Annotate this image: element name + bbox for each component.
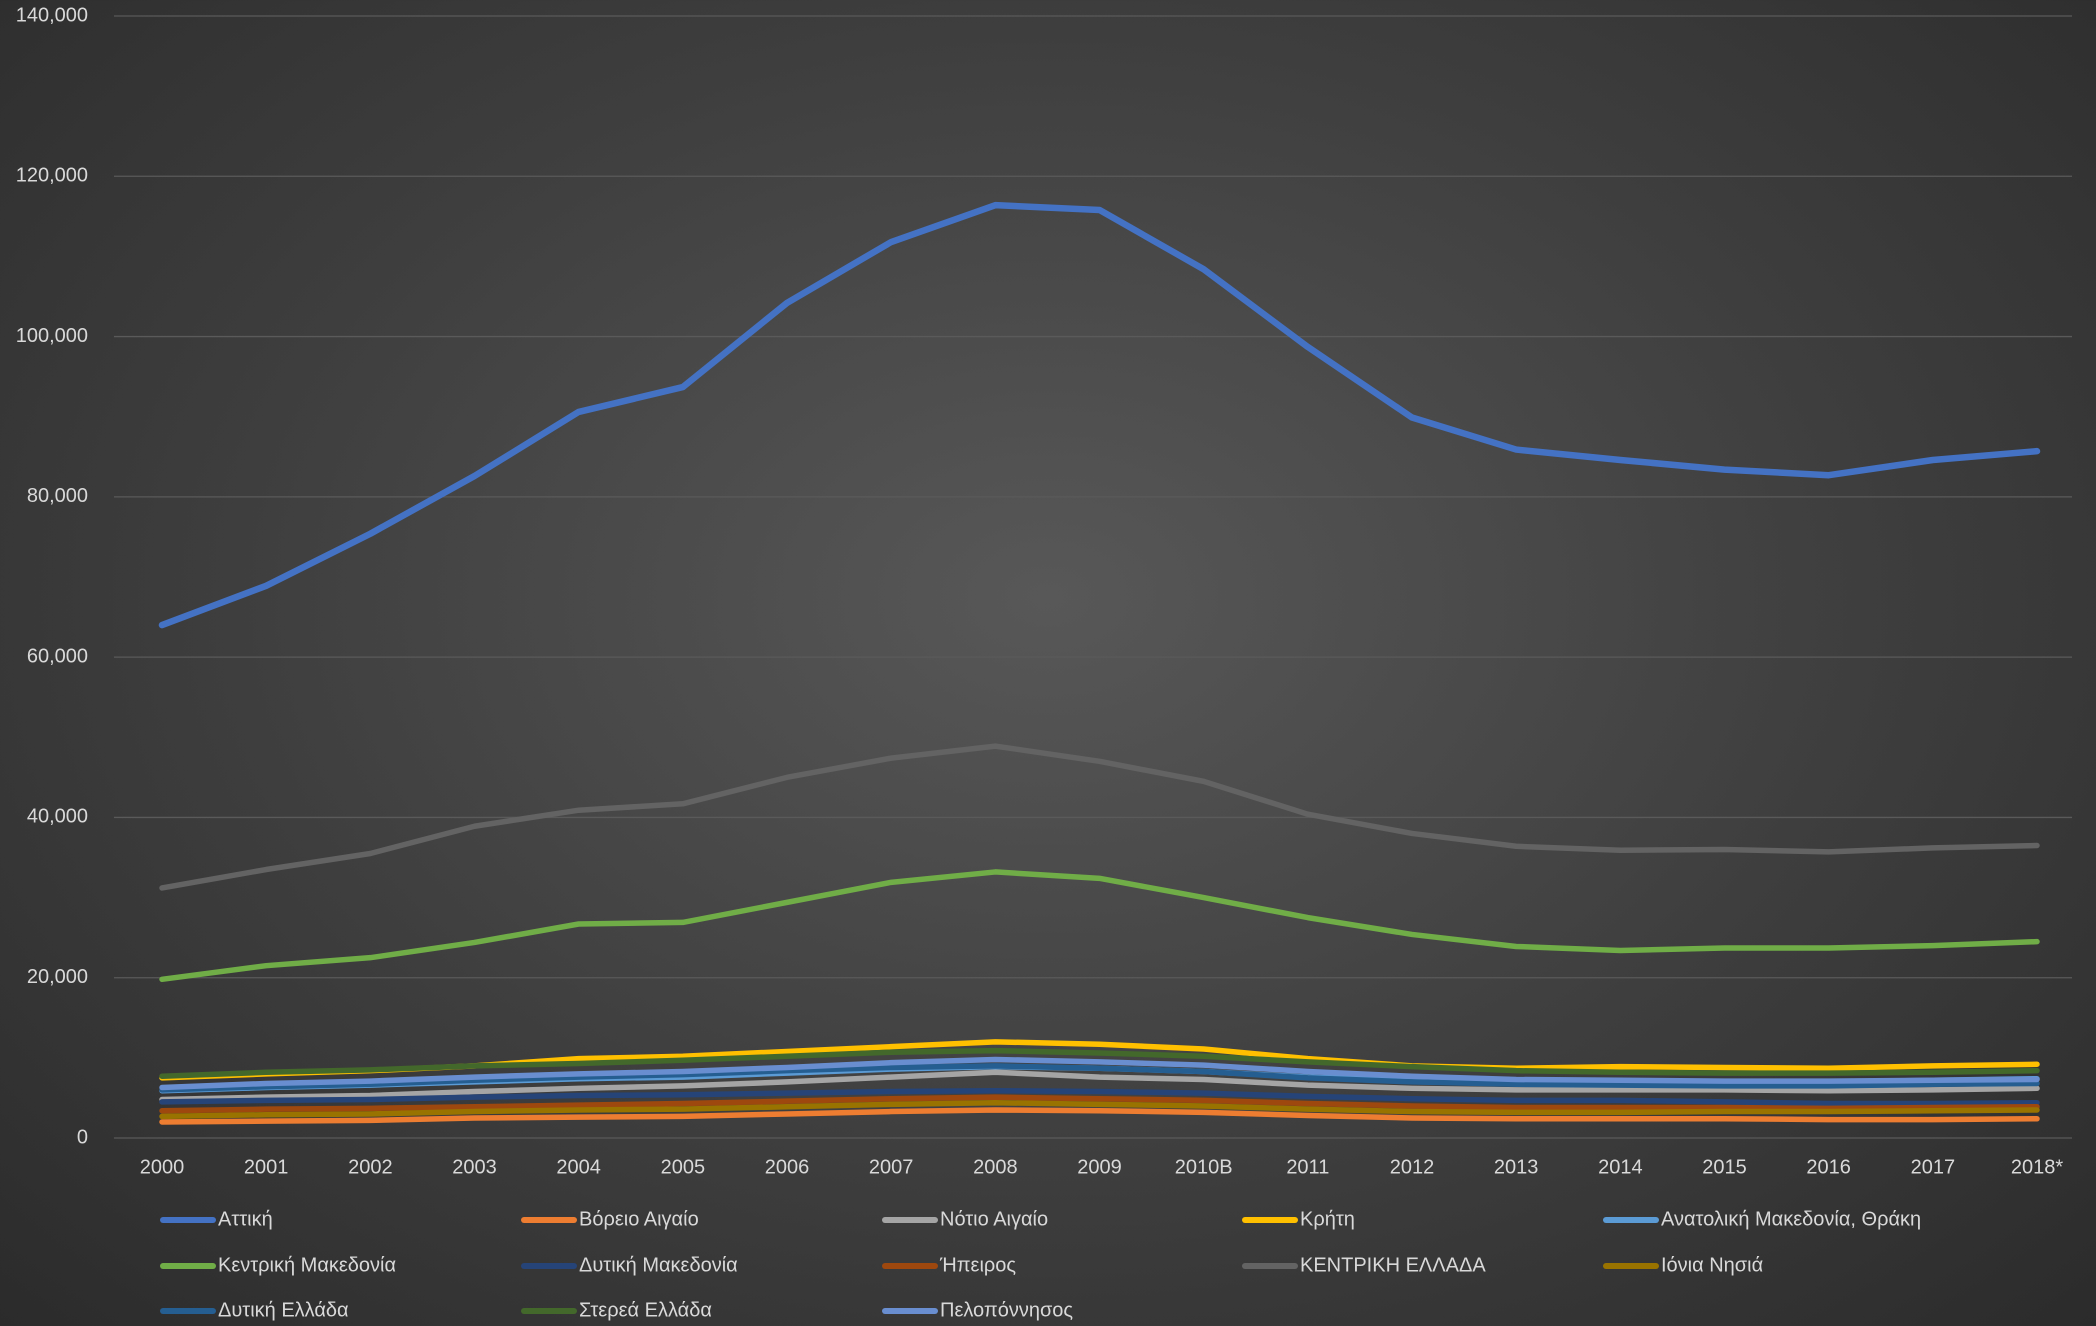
legend-label: Ιόνια Νησιά	[1661, 1254, 1763, 1276]
x-tick-label: 2008	[973, 1156, 1018, 1178]
x-tick-label: 2017	[1911, 1156, 1956, 1178]
x-tick-label: 2015	[1702, 1156, 1747, 1178]
x-tick-label: 2011	[1286, 1156, 1329, 1178]
legend-label: Κεντρική Μακεδονία	[218, 1254, 396, 1276]
series-line	[159, 1069, 2040, 1103]
x-tick-label: 2018*	[2011, 1156, 2063, 1178]
series-line	[159, 1094, 2040, 1114]
series-line	[159, 1087, 2040, 1107]
legend-label: Ήπειρος	[939, 1254, 1016, 1276]
x-tick-label: 2014	[1598, 1156, 1643, 1178]
legend-label: Πελοπόννησος	[940, 1299, 1073, 1321]
x-tick-label: 2005	[661, 1156, 706, 1178]
x-tick-label: 2013	[1494, 1156, 1539, 1178]
y-tick-label: 80,000	[27, 485, 88, 507]
y-tick-label: 60,000	[27, 645, 88, 667]
y-tick-label: 120,000	[16, 165, 88, 187]
y-tick-label: 100,000	[16, 325, 88, 347]
x-tick-label: 2003	[452, 1156, 497, 1178]
y-tick-label: 0	[77, 1126, 88, 1148]
series-line	[158, 201, 2041, 629]
series-line	[159, 1107, 2040, 1125]
x-tick-label: 2009	[1077, 1156, 1122, 1178]
x-tick-label: 2016	[1806, 1156, 1851, 1178]
series-line	[159, 1099, 2040, 1120]
series-line	[159, 1047, 2040, 1080]
x-tick-label: 2007	[869, 1156, 914, 1178]
legend-label: Στερεά Ελλάδα	[579, 1299, 712, 1321]
x-tick-label: 2012	[1390, 1156, 1435, 1178]
legend-label: ΚΕΝΤΡΙΚΗ ΕΛΛΑΔΑ	[1300, 1254, 1486, 1276]
y-tick-label: 140,000	[16, 4, 88, 26]
series-line	[159, 869, 2040, 983]
x-tick-label: 2000	[140, 1156, 185, 1178]
legend-label: Αττική	[218, 1208, 273, 1230]
x-tick-label: 2004	[556, 1156, 601, 1178]
x-tick-label: 2002	[348, 1156, 393, 1178]
series-line	[159, 743, 2040, 891]
series-line	[159, 1063, 2040, 1093]
y-tick-label: 40,000	[27, 806, 88, 828]
legend-label: Βόρειο Αιγαίο	[579, 1208, 699, 1230]
x-tick-label: 2006	[765, 1156, 810, 1178]
x-tick-label: 2010Β	[1175, 1156, 1233, 1178]
legend-label: Δυτική Ελλάδα	[218, 1299, 349, 1321]
x-tick-label: 2001	[244, 1156, 289, 1178]
legend-label: Νότιο Αιγαίο	[940, 1208, 1048, 1230]
y-tick-label: 20,000	[27, 966, 88, 988]
legend-label: Ανατολική Μακεδονία, Θράκη	[1661, 1208, 1921, 1230]
legend-label: Δυτική Μακεδονία	[579, 1254, 738, 1276]
legend-label: Κρήτη	[1300, 1208, 1355, 1230]
series-line	[159, 1056, 2040, 1091]
